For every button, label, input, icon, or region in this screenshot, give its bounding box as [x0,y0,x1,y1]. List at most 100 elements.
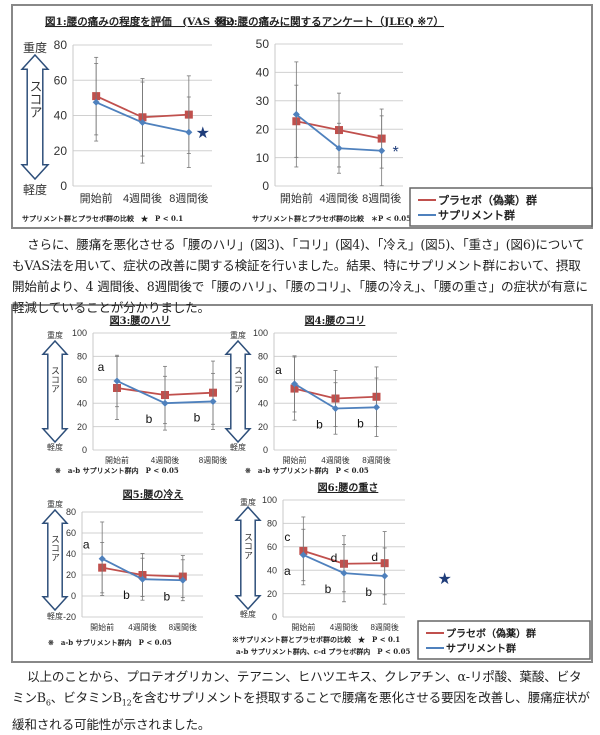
significance-letter: b [357,416,364,430]
series-supplement [92,63,193,168]
x-tick-label: 開始前 [283,455,307,465]
y-tick-label: 60 [66,528,76,538]
y-tick-label: 80 [66,507,76,517]
y-tick-label: -20 [63,612,76,622]
arrow-label-mild: 軽度 [240,609,256,619]
conclusion-text-2: 、ビタミンB [50,690,122,705]
x-tick-label: 4週間後 [128,622,156,632]
chart-title: 図1:腰の痛みの程度を評価 (VAS ※6) [45,15,235,28]
significance-letter: a [98,360,105,374]
legend-label-supplement: サプリメント群 [446,642,516,655]
arrow-label-severe: 重度 [47,330,63,340]
chart-fig-2: 図2:腰の痛みに関するアンケート（JLEQ ※7） 0 10 20 30 40 50 開始前 4… [216,15,444,223]
double-arrow-icon [234,505,262,611]
point-marker [332,404,339,412]
y-tick-label: 60 [77,375,87,385]
y-tick-label: 0 [82,445,87,455]
conclusion-text-1: 以上のことから、プロテオグリカン、テアニン、ヒハツエキス、クレアチン、α-リポ酸… [12,669,582,705]
y-tick-label: 60 [54,73,68,87]
y-tick-label: 40 [267,565,277,575]
chart-title: 図6:腰の重さ [318,481,379,494]
chart-footnote: ※ a-b サプリメント群内 P < 0.05 [245,466,369,475]
x-tick-label: 開始前 [80,191,113,205]
arrow-label-score: スコア [28,80,43,119]
y-tick-label: 40 [258,398,268,408]
chart-title: 図2:腰の痛みに関するアンケート（JLEQ ※7） [216,15,444,28]
y-tick-label: 20 [77,422,87,432]
point-marker [161,399,169,407]
arrow-label-severe: 重度 [23,40,47,55]
y-tick-label: 60 [267,542,277,552]
series-supplement [113,354,217,431]
conclusion-sub-1: 6 [45,698,51,708]
chart-title: 図3:腰のハリ [110,315,171,327]
point-marker [185,128,193,136]
paragraph-conclusion: 以上のことから、プロテオグリカン、テアニン、ヒハツエキス、クレアチン、α-リポ酸… [12,666,592,735]
x-tick-label: 4週間後 [123,191,162,205]
point-marker [179,576,187,584]
y-tick-label: 80 [258,352,268,362]
point-marker [378,147,386,155]
star-annotation: ★ [437,571,451,588]
series-supplement [292,61,386,187]
significance-letter: b [365,585,372,599]
double-arrow-icon [41,339,69,444]
y-tick-label: 100 [262,495,277,505]
y-tick-label: 20 [66,570,76,580]
y-tick-label: 0 [263,445,268,455]
significance-letter: b [163,589,170,603]
x-tick-label: 8週間後 [169,191,208,205]
x-tick-label: 開始前 [280,191,313,205]
x-tick-label: 開始前 [90,622,114,632]
series-supplement [98,521,187,602]
y-tick-label: 0 [60,179,67,193]
chart-footnote: a-b サプリメント群内、c-d プラセボ群内 P < 0.05 [236,647,410,656]
chart-footnote: サプリメント群とプラセボ群の比較 ＊P < 0.05 [252,214,411,223]
y-tick-label: 0 [71,591,76,601]
y-tick-label: 30 [256,94,270,108]
y-tick-label: 80 [54,38,68,52]
figure-box-2 [11,304,593,663]
significance-letter: d [331,551,338,565]
paragraph-results: さらに、腰痛を悪化させる「腰のハリ」(図3)、「コリ」(図4)、「冷え」(図5)… [12,237,588,315]
significance-letter: a [83,538,90,552]
arrow-label-score: スコア [233,366,243,393]
series-supplement [291,355,380,437]
point-marker [209,397,217,405]
chart-title: 図5:腰の冷え [123,488,184,501]
double-arrow-icon [41,508,69,612]
chart-footnote: ※ a-b サプリメント群内 P < 0.05 [48,638,172,647]
x-tick-label: 4週間後 [319,191,358,205]
arrow-label-mild: 軽度 [23,182,47,197]
y-tick-label: 0 [262,179,269,193]
y-tick-label: 60 [258,375,268,385]
significance-letter: a [275,363,282,377]
star-annotation: ★ [196,125,210,142]
point-marker [113,377,121,385]
chart-fig-3: 図3:腰のハリ 0 20 40 60 80 100 開始前 4週間後 8週間後 a b b ※ a-b サ… [41,315,237,475]
point-marker [373,403,380,411]
arrow-label-score: スコア [50,366,60,393]
arrow-label-severe: 重度 [47,499,63,509]
legend-box [417,620,591,660]
y-tick-label: 40 [54,109,68,123]
y-tick-label: 50 [256,37,270,51]
legend-box [409,187,593,227]
chart-fig-5: 図5:腰の冷え -20 0 20 40 60 80 開始前 4週間後 8週間後 a b b ※ a-b サ… [41,488,203,647]
point-marker [139,575,146,583]
chart-fig-1: 図1:腰の痛みの程度を評価 (VAS ※6) 0 20 40 60 80 開始前 4週間後 8週… [20,15,235,223]
legend-label-placebo: プラセボ（偽薬）群 [446,627,536,640]
chart-fig-4: 図4:腰のコリ 0 20 40 60 80 100 開始前 4週間後 8週間後 a b b ※ a-b サ… [224,315,397,475]
arrow-label-mild: 軽度 [47,442,63,452]
arrow-label-mild: 軽度 [230,442,246,452]
double-arrow-icon [224,339,252,444]
point-marker [299,551,307,559]
y-tick-label: 80 [267,519,277,529]
point-marker [139,119,146,127]
significance-letter: b [146,412,153,426]
